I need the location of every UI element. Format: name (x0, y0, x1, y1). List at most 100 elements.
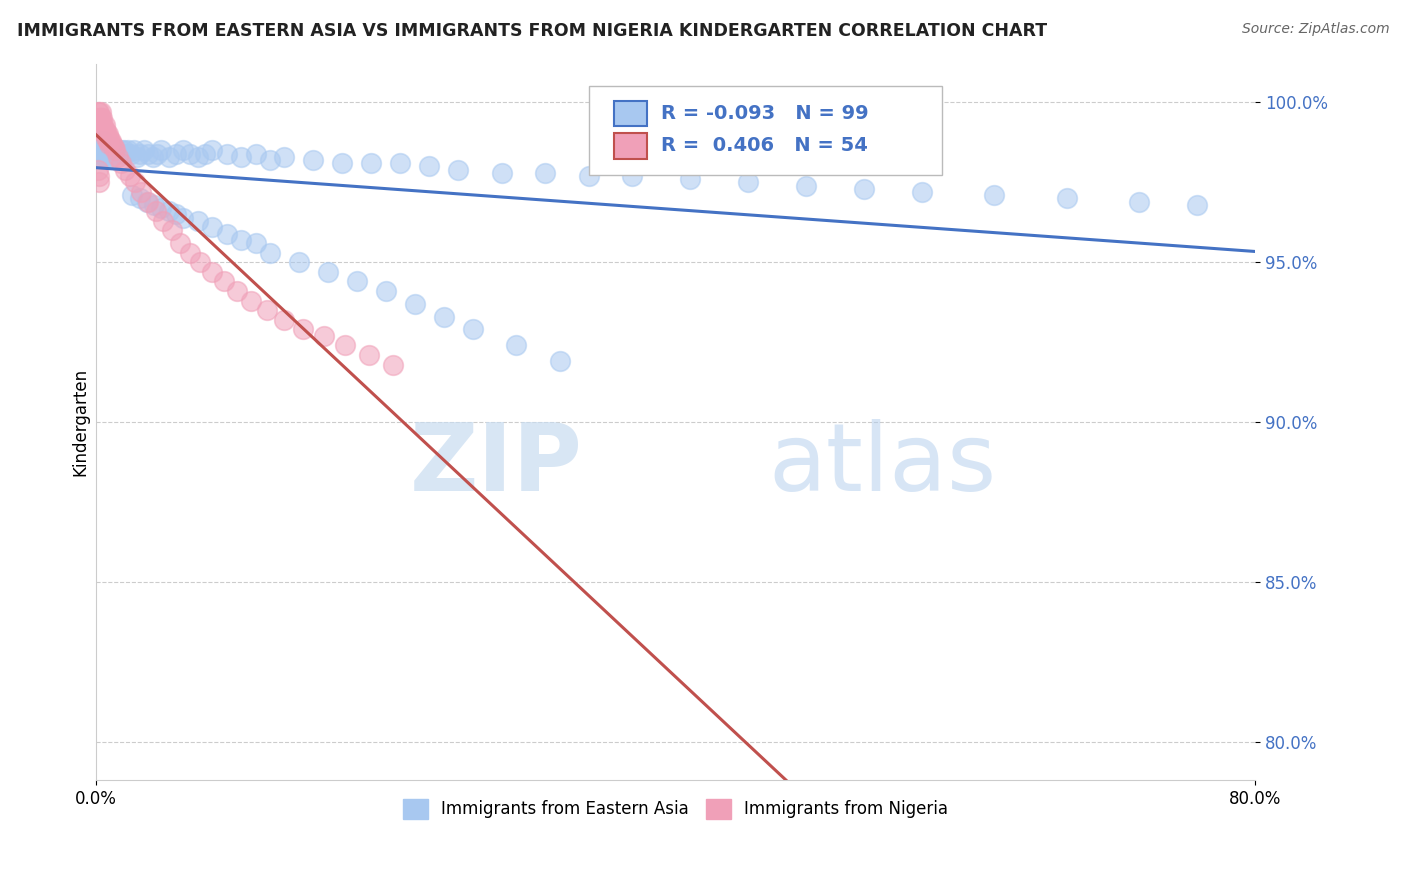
Text: IMMIGRANTS FROM EASTERN ASIA VS IMMIGRANTS FROM NIGERIA KINDERGARTEN CORRELATION: IMMIGRANTS FROM EASTERN ASIA VS IMMIGRAN… (17, 22, 1047, 40)
Point (316, 265, 339, 279)
Point (120, 146, 142, 161)
Point (91, 112, 114, 126)
Point (404, 297, 426, 311)
Point (273, 150, 295, 164)
Point (91, 150, 114, 164)
Point (229, 233, 252, 247)
Point (245, 146, 267, 161)
Point (165, 146, 187, 161)
Point (335, 338, 357, 352)
Point (152, 213, 174, 227)
Point (128, 191, 150, 205)
Point (194, 146, 217, 161)
Point (447, 162, 470, 177)
Point (93, 146, 115, 161)
Point (86, 134, 108, 148)
Point (737, 175, 759, 189)
Point (87, 146, 110, 161)
Point (86, 112, 108, 126)
Point (150, 201, 173, 215)
Point (94, 124, 117, 138)
Point (136, 194, 159, 209)
Point (259, 153, 281, 167)
Text: Source: ZipAtlas.com: Source: ZipAtlas.com (1241, 22, 1389, 37)
Point (187, 150, 209, 164)
Y-axis label: Kindergarten: Kindergarten (72, 368, 89, 476)
Point (150, 144, 173, 158)
Point (104, 146, 127, 161)
Point (201, 220, 224, 235)
Point (332, 156, 354, 170)
Point (96, 146, 118, 161)
Point (101, 136, 124, 151)
Point (125, 150, 148, 164)
Point (94, 136, 117, 151)
Point (201, 144, 224, 158)
Point (90, 105, 112, 120)
Point (346, 275, 368, 289)
Point (93, 124, 115, 138)
Point (110, 156, 132, 170)
Point (534, 166, 557, 180)
Point (98, 130, 121, 145)
Point (94, 144, 117, 158)
Point (107, 150, 129, 164)
Point (360, 156, 382, 170)
Point (101, 140, 124, 154)
Point (135, 194, 157, 209)
Point (389, 156, 412, 170)
Point (110, 144, 132, 158)
Point (87, 175, 110, 189)
Point (245, 236, 267, 251)
Point (90, 134, 112, 148)
Point (104, 144, 127, 158)
Point (87, 118, 110, 132)
Point (679, 172, 702, 186)
Point (794, 178, 817, 193)
Point (491, 166, 513, 180)
Point (118, 169, 141, 183)
Point (128, 146, 150, 161)
Point (90, 118, 112, 132)
Point (146, 146, 169, 161)
Point (90, 112, 112, 126)
Point (100, 144, 122, 158)
Point (172, 144, 194, 158)
Point (433, 310, 456, 324)
Text: atlas: atlas (768, 419, 997, 511)
Text: R = -0.093   N = 99: R = -0.093 N = 99 (661, 104, 868, 123)
Point (273, 313, 295, 327)
Point (101, 146, 124, 161)
Point (90, 124, 112, 138)
Point (461, 322, 484, 336)
Point (98, 140, 121, 154)
Point (100, 150, 122, 164)
Point (143, 198, 166, 212)
Point (302, 153, 325, 167)
Point (97, 128, 120, 142)
Point (94, 118, 117, 132)
Point (108, 146, 131, 161)
Point (97, 144, 120, 158)
Point (1056, 191, 1078, 205)
Point (93, 118, 115, 132)
Point (86, 162, 108, 177)
Point (93, 140, 115, 154)
Point (100, 134, 122, 148)
Point (86, 105, 108, 120)
Point (112, 144, 135, 158)
Bar (614, 101, 647, 127)
Point (1128, 194, 1150, 209)
Point (505, 338, 527, 352)
Point (98, 146, 121, 161)
Point (911, 185, 934, 199)
Point (256, 303, 278, 318)
Point (93, 134, 115, 148)
Point (86, 140, 108, 154)
Point (132, 144, 155, 158)
Point (229, 150, 252, 164)
Point (201, 265, 224, 279)
Text: ZIP: ZIP (411, 419, 583, 511)
Point (91, 136, 114, 151)
Point (142, 150, 165, 164)
